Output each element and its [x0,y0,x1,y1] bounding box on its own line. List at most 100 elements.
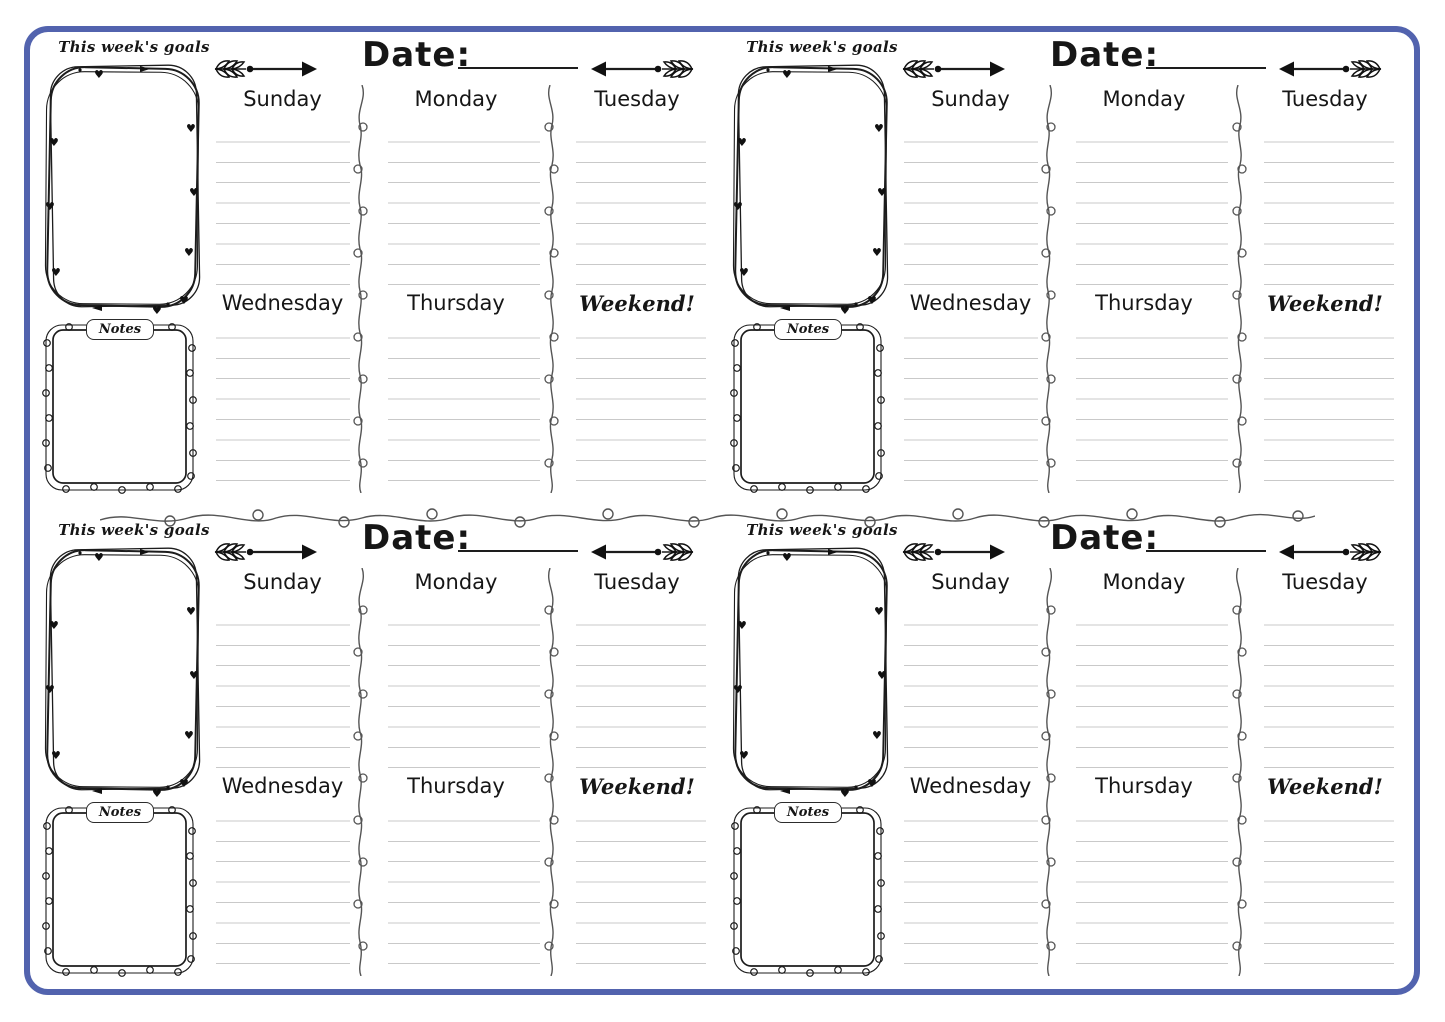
quadrant-bottom-right: This week's goals ♥ ♥ ♥ ♥ ♥ ♥ ♥ ♥ ♥ [718,513,1406,993]
day-header-tuesday: Tuesday [1282,87,1368,111]
notes-label: Notes [774,802,842,823]
svg-text:♥: ♥ [189,669,199,682]
notes-doodle-frame-icon [42,806,197,977]
day-header-wednesday: Wednesday [909,291,1032,315]
notes-doodle-frame-icon [730,806,885,977]
svg-text:♥: ♥ [186,122,196,135]
goals-doodle-frame-icon: ♥ ♥ ♥ ♥ ♥ ♥ ♥ ♥ ♥ [732,64,889,316]
column-divider-squiggle-icon [1232,85,1247,493]
day-header-tuesday: Tuesday [594,87,680,111]
weekly-goals-label: This week's goals [746,521,898,539]
horizontal-squiggle-divider-icon [100,508,1315,528]
arrow-left-icon [1279,543,1382,561]
day-header-wednesday: Wednesday [221,774,344,798]
column-divider-squiggle-icon [544,85,559,493]
quadrant-bottom-left: This week's goals ♥ ♥ ♥ ♥ ♥ ♥ ♥ ♥ ♥ [30,513,718,993]
quadrant-top-left: This week's goals ♥ ♥ ♥ ♥ ♥ ♥ ♥ ♥ ♥ [30,30,718,510]
notes-doodle-frame-icon [42,323,197,494]
notes-box: Notes [36,801,202,983]
svg-text:♥: ♥ [739,749,749,762]
ruled-lines-tuesday [1264,122,1394,286]
weekly-goals-label: This week's goals [58,38,210,56]
goals-doodle-frame-icon: ♥ ♥ ♥ ♥ ♥ ♥ ♥ ♥ ♥ [44,547,201,799]
date-label: Date: [1050,35,1160,75]
ruled-lines-sunday [216,605,350,769]
quadrant-top-right: This week's goals ♥ ♥ ♥ ♥ ♥ ♥ ♥ ♥ ♥ [718,30,1406,510]
svg-text:♥: ♥ [739,266,749,279]
svg-text:♥: ♥ [179,777,189,790]
date-fill-line [458,530,578,552]
svg-text:♥: ♥ [45,683,55,696]
day-header-tuesday: Tuesday [594,570,680,594]
svg-text:♥: ♥ [737,619,747,632]
date-fill-line [458,47,578,69]
ruled-lines-sunday [904,605,1038,769]
ruled-lines-wednesday [216,318,350,482]
day-header-monday: Monday [414,570,498,594]
arrow-right-icon [214,60,317,78]
day-header-weekend: Weekend! [579,291,695,316]
svg-text:♥: ♥ [189,186,199,199]
day-header-weekend: Weekend! [1267,774,1383,799]
day-header-wednesday: Wednesday [221,291,344,315]
date-fill-line [1146,530,1266,552]
ruled-lines-weekend [1264,801,1394,965]
ruled-lines-sunday [216,122,350,286]
ruled-lines-sunday [904,122,1038,286]
column-divider-squiggle-icon [353,85,368,493]
svg-text:♥: ♥ [733,200,743,213]
svg-text:♥: ♥ [877,669,887,682]
notes-box: Notes [724,801,890,983]
day-header-monday: Monday [1102,570,1186,594]
column-divider-squiggle-icon [353,568,368,976]
svg-text:♥: ♥ [872,729,882,742]
ruled-lines-tuesday [576,122,706,286]
svg-text:♥: ♥ [49,619,59,632]
arrow-left-icon [1279,60,1382,78]
column-divider-squiggle-icon [544,568,559,976]
ruled-lines-weekend [576,801,706,965]
svg-text:♥: ♥ [184,729,194,742]
notes-box: Notes [724,318,890,500]
svg-text:♥: ♥ [94,551,104,564]
ruled-lines-weekend [1264,318,1394,482]
day-header-thursday: Thursday [407,291,505,315]
svg-text:♥: ♥ [867,294,877,307]
arrow-left-icon [591,543,694,561]
svg-text:♥: ♥ [94,68,104,81]
day-header-tuesday: Tuesday [1282,570,1368,594]
arrow-left-icon [591,60,694,78]
notes-label: Notes [774,319,842,340]
goals-doodle-frame-icon: ♥ ♥ ♥ ♥ ♥ ♥ ♥ ♥ ♥ [44,64,201,316]
ruled-lines-monday [388,605,540,769]
svg-text:♥: ♥ [184,246,194,259]
goals-doodle-frame-icon: ♥ ♥ ♥ ♥ ♥ ♥ ♥ ♥ ♥ [732,547,889,799]
ruled-lines-monday [1076,605,1228,769]
ruled-lines-wednesday [904,801,1038,965]
svg-text:♥: ♥ [45,200,55,213]
ruled-lines-tuesday [1264,605,1394,769]
ruled-lines-thursday [388,318,540,482]
svg-text:♥: ♥ [840,304,850,316]
svg-text:♥: ♥ [840,787,850,799]
date-label: Date: [362,518,472,558]
ruled-lines-monday [388,122,540,286]
svg-text:♥: ♥ [782,68,792,81]
day-header-thursday: Thursday [1095,291,1193,315]
column-divider-squiggle-icon [1041,568,1056,976]
svg-text:♥: ♥ [49,136,59,149]
date-label: Date: [1050,518,1160,558]
svg-text:♥: ♥ [51,749,61,762]
date-label: Date: [362,35,472,75]
ruled-lines-tuesday [576,605,706,769]
day-header-monday: Monday [1102,87,1186,111]
ruled-lines-thursday [1076,318,1228,482]
column-divider-squiggle-icon [1232,568,1247,976]
day-header-monday: Monday [414,87,498,111]
date-fill-line [1146,47,1266,69]
notes-doodle-frame-icon [730,323,885,494]
ruled-lines-wednesday [904,318,1038,482]
column-divider-squiggle-icon [1041,85,1056,493]
ruled-lines-thursday [388,801,540,965]
